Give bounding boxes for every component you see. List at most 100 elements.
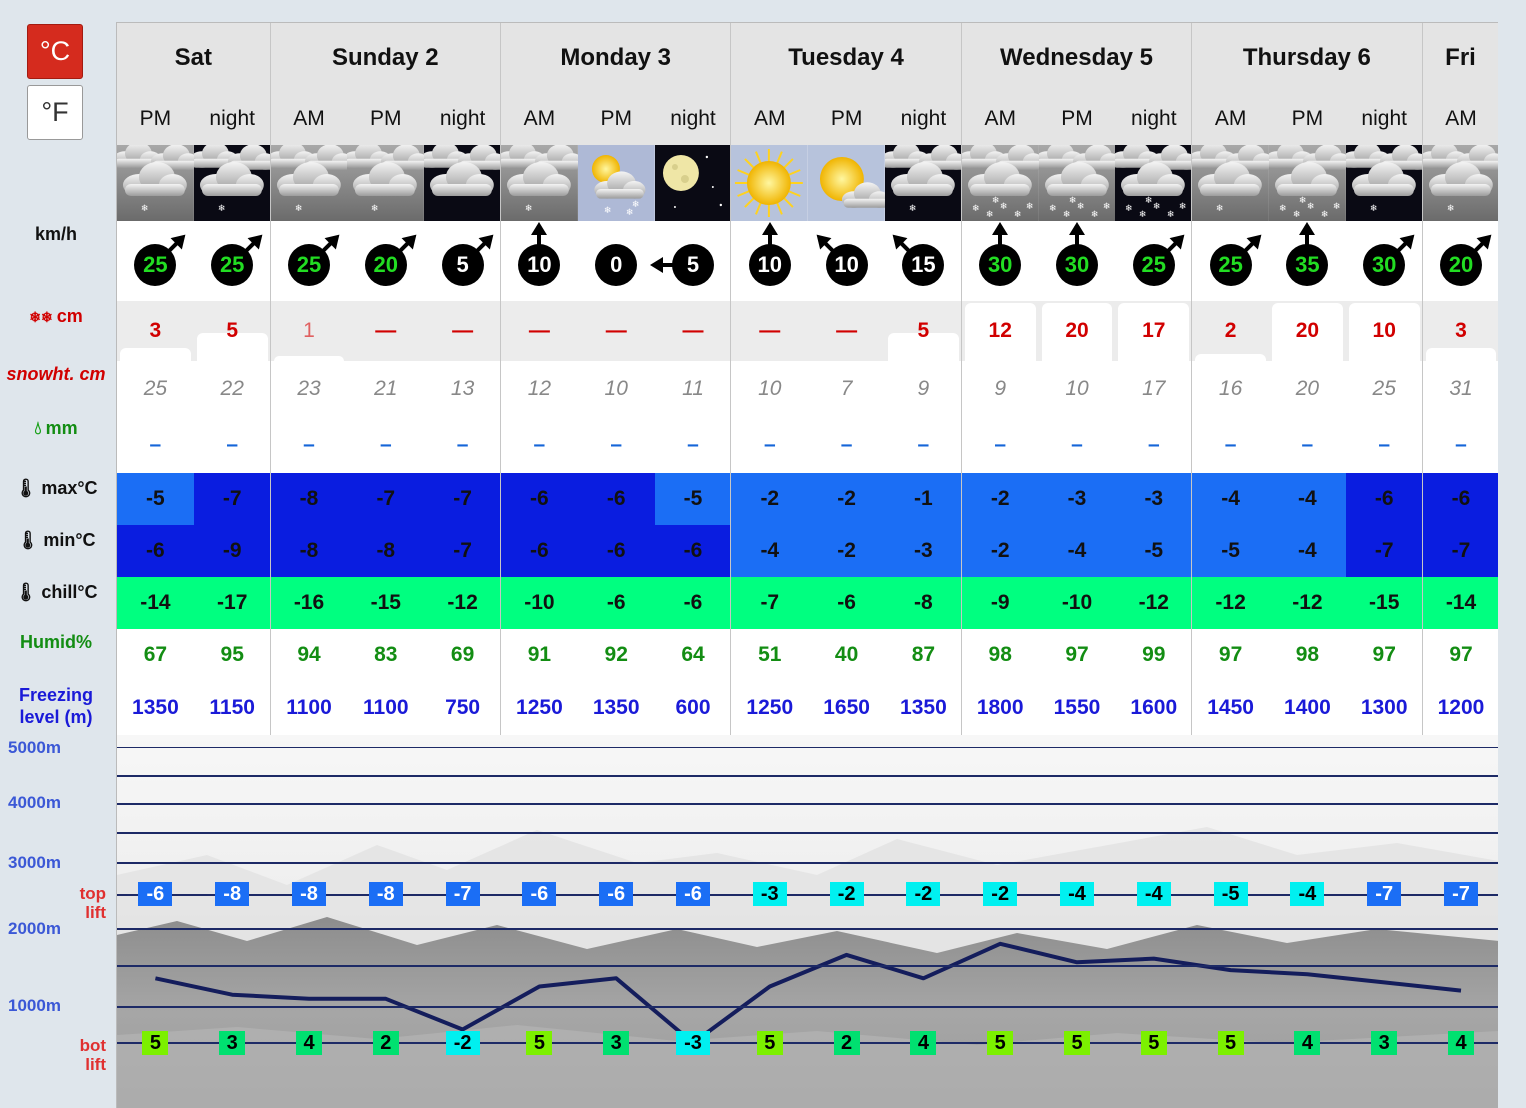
period-label: PM xyxy=(1061,107,1093,130)
altitude-2000: 2000m xyxy=(8,919,61,938)
max-temp: -8 xyxy=(299,487,319,510)
snow-height: 10 xyxy=(758,377,782,400)
snowht-cell: 12 xyxy=(501,361,578,417)
svg-text:❄︎: ❄︎ xyxy=(1076,202,1084,212)
bot-lift-temp: 3 xyxy=(219,1031,246,1055)
svg-text:❄︎: ❄︎ xyxy=(1063,210,1071,220)
snowht-cell: 11 xyxy=(655,361,732,417)
snow-bar xyxy=(1272,303,1343,361)
moon-icon xyxy=(654,145,732,221)
svg-text:❄︎: ❄︎ xyxy=(986,210,994,220)
snow-amount: 2 xyxy=(1224,319,1237,342)
min-temp: -8 xyxy=(376,539,396,562)
freezing-level: 750 xyxy=(445,696,481,719)
period-label: PM xyxy=(1291,107,1324,130)
rain-cell: – xyxy=(117,417,194,473)
humidity-cell: 64 xyxy=(655,629,732,681)
max-temp-cell: -3 xyxy=(1038,473,1116,525)
wind-badge: 0 xyxy=(595,244,638,286)
freezing-level: 1800 xyxy=(976,696,1024,719)
bot-lift-label: bot lift xyxy=(79,1036,106,1074)
snow-bar xyxy=(888,333,959,361)
wind-badge: 30 xyxy=(1055,222,1098,286)
snow-amount: — xyxy=(682,319,704,342)
humidity-row: 67 95 94 83 69 91 92 64 51 40 87 98 97 99 97 98 97 97 xyxy=(117,629,1498,681)
day-header[interactable]: Fri xyxy=(1422,23,1498,93)
svg-text:❄︎: ❄︎ xyxy=(1447,204,1455,214)
wind-cell: 5 xyxy=(424,221,501,301)
svg-text:❄︎: ❄︎ xyxy=(1179,202,1187,212)
celsius-button[interactable]: °C xyxy=(27,24,83,79)
rain-amount: – xyxy=(917,433,930,456)
snow-bar xyxy=(120,348,191,361)
svg-text:❄︎: ❄︎ xyxy=(1125,204,1133,214)
rain-amount: – xyxy=(687,433,699,456)
svg-text:❄︎: ❄︎ xyxy=(972,204,980,214)
wind-direction-arrow xyxy=(816,234,835,253)
top-lift-temp: -4 xyxy=(1136,882,1171,906)
chill-cell: -17 xyxy=(194,577,271,629)
top-lift-temp: -2 xyxy=(829,882,864,906)
snow-amount: 1 xyxy=(303,319,315,342)
day-header[interactable]: Tuesday 4 xyxy=(731,23,962,93)
day-header[interactable]: Wednesday 5 xyxy=(961,23,1193,93)
snow-amount: 20 xyxy=(1065,319,1089,342)
freezing-cell: 1800 xyxy=(962,681,1039,735)
snow-amount: — xyxy=(605,319,627,342)
snow-cloud-night-icon: ❄︎ xyxy=(193,145,271,221)
rain-amount: – xyxy=(610,433,623,456)
snowht-cell: 25 xyxy=(117,361,194,417)
max-temp: -3 xyxy=(1067,487,1087,510)
unit-toggle: °C °F xyxy=(27,24,83,140)
chill-cell: -10 xyxy=(1039,577,1116,629)
chill-temp: -6 xyxy=(837,591,856,614)
rain-cell: – xyxy=(347,417,424,473)
day-header[interactable]: Monday 3 xyxy=(501,23,732,93)
altitude-gridline xyxy=(117,965,1498,967)
snow-cell: 12 xyxy=(962,301,1039,361)
rain-amount: – xyxy=(763,433,776,456)
wind-badge: 25 xyxy=(1209,234,1261,286)
day-separator xyxy=(1191,23,1193,735)
day-header[interactable]: Sunday 2 xyxy=(270,23,501,93)
snow-height: 7 xyxy=(840,377,853,400)
snow-height: 22 xyxy=(220,377,244,400)
svg-text:❄︎: ❄︎ xyxy=(1333,202,1341,212)
snow-height: 9 xyxy=(917,377,930,400)
max-temp-cell: -5 xyxy=(654,473,732,525)
period-header: night xyxy=(193,93,271,145)
day-header[interactable]: Thursday 6 xyxy=(1192,23,1423,93)
snowht-cell: 10 xyxy=(731,361,808,417)
freezing-cell: 1100 xyxy=(271,681,348,735)
humidity-cell: 51 xyxy=(731,629,808,681)
svg-text:❄︎: ❄︎ xyxy=(909,204,917,214)
altitude-gridline xyxy=(117,894,1498,896)
snow-bar xyxy=(1041,303,1113,361)
humidity-cell: 97 xyxy=(1039,629,1116,681)
snow-amount: 10 xyxy=(1372,319,1396,342)
altitude-gridline xyxy=(117,1042,1498,1044)
min-temp: -6 xyxy=(530,539,549,562)
freezing-level: 1550 xyxy=(1053,696,1101,719)
snow-cell: — xyxy=(578,301,655,361)
chill-temp: -15 xyxy=(1369,591,1400,614)
altitude-gridline xyxy=(117,832,1498,834)
freezing-level: 1350 xyxy=(592,696,640,719)
freezing-level: 1450 xyxy=(1207,696,1254,719)
svg-text:❄︎: ❄︎ xyxy=(1370,204,1378,214)
rain-amount: – xyxy=(456,433,469,456)
snowflake-icon: ❄︎❄︎ xyxy=(29,309,53,325)
svg-text:❄︎: ❄︎ xyxy=(218,204,226,214)
max-temp-cell: -1 xyxy=(885,473,962,525)
max-temp-cell: -3 xyxy=(1115,473,1193,525)
max-temp: -7 xyxy=(222,487,242,510)
snow-cell: — xyxy=(655,301,732,361)
fahrenheit-button[interactable]: °F xyxy=(27,85,83,140)
day-header[interactable]: Sat xyxy=(117,23,271,93)
min-temp: -8 xyxy=(299,539,319,562)
min-temp-cell: -7 xyxy=(424,525,501,577)
max-temp-cell: -2 xyxy=(808,473,885,525)
snow-bar xyxy=(273,356,345,361)
max-temp-cell: -5 xyxy=(117,473,194,525)
chill-row: -14 -17 -16 -15 -12 -10 -6 -6 -7 -6 -8 -9 -10 -12 -12 -… xyxy=(117,577,1498,629)
